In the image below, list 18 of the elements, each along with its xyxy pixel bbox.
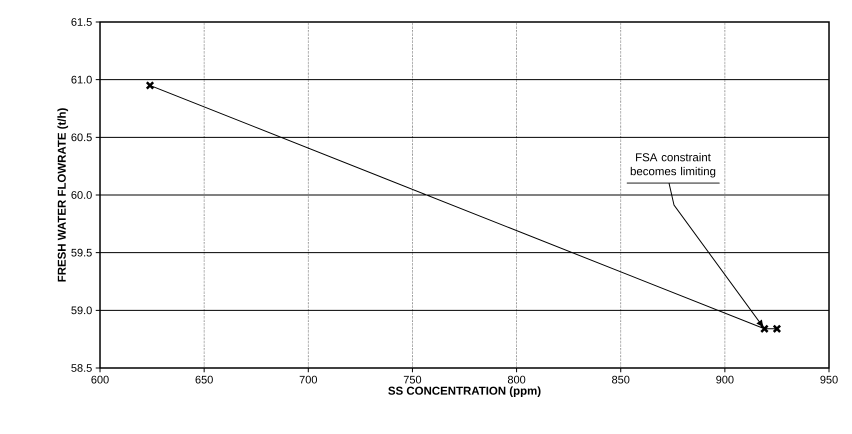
x-tick-label: 900 — [716, 376, 734, 384]
x-tick-label: 950 — [820, 376, 838, 384]
y-tick-label: 61.0 — [71, 76, 92, 84]
y-tick-label: 58.5 — [71, 364, 92, 372]
y-tick-label: 60.5 — [71, 133, 92, 142]
x-tick-label: 650 — [196, 376, 213, 384]
y-tick-label: 59.5 — [71, 248, 92, 257]
x-tick-label: 850 — [612, 376, 630, 384]
x-tick-label: 750 — [404, 376, 422, 384]
x-tick-label: 700 — [300, 376, 317, 384]
y-tick-label: 59.0 — [71, 306, 92, 314]
annotation: FSA constraint becomes limiting — [630, 152, 716, 178]
x-axis-title: SS CONCENTRATION (ppm) — [388, 386, 541, 398]
y-tick-label: 61.5 — [71, 18, 92, 26]
y-axis-title: FRESH WATER FLOWRATE (t/h) — [57, 108, 68, 282]
y-tick-label: 60.0 — [71, 191, 92, 199]
x-tick-label: 600 — [91, 376, 109, 384]
x-tick-label: 800 — [508, 376, 526, 384]
